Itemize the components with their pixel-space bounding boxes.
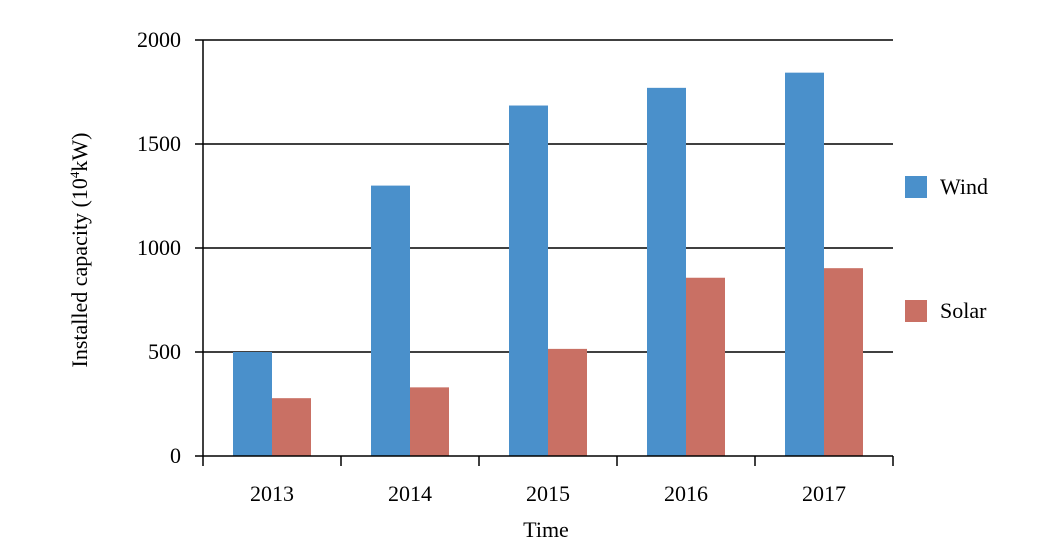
- x-axis-title: Time: [523, 517, 569, 542]
- y-tick-label: 1500: [137, 131, 181, 156]
- x-tick-label: 2016: [664, 481, 708, 506]
- y-tick-label: 2000: [137, 27, 181, 52]
- bar-wind: [647, 87, 686, 456]
- bar-solar: [824, 268, 863, 456]
- y-axis-title: Installed capacity (104kW): [67, 133, 92, 368]
- x-axis-ticks: [202, 456, 894, 466]
- x-tick-label: 2017: [802, 481, 846, 506]
- bar-solar: [410, 387, 449, 456]
- y-axis-title-superscript: 4: [67, 171, 82, 178]
- y-axis-ticks: [195, 39, 203, 457]
- bars: [233, 72, 863, 457]
- legend-swatch-solar: [905, 300, 927, 322]
- y-axis-title-main: Installed capacity (10: [67, 178, 92, 367]
- bar-wind: [509, 105, 548, 457]
- bar-wind: [785, 72, 824, 456]
- x-tick-label: 2013: [250, 481, 294, 506]
- legend-label-wind: Wind: [940, 174, 988, 199]
- y-tick-label: 1000: [137, 235, 181, 260]
- x-tick-labels: 2013 2014 2015 2016 2017: [250, 481, 846, 506]
- x-tick-label: 2015: [526, 481, 570, 506]
- y-tick-label: 500: [148, 339, 181, 364]
- legend-label-solar: Solar: [940, 298, 987, 323]
- y-tick-label: 0: [170, 443, 181, 468]
- bar-wind: [233, 352, 272, 456]
- bar-solar: [548, 348, 587, 456]
- y-tick-labels: 0 500 1000 1500 2000: [137, 27, 181, 468]
- bar-solar: [686, 277, 725, 456]
- y-axis-title-unit: kW): [67, 133, 92, 172]
- bar-wind: [371, 185, 410, 456]
- legend: Wind Solar: [905, 174, 988, 323]
- bar-solar: [272, 398, 311, 456]
- legend-swatch-wind: [905, 176, 927, 198]
- x-tick-label: 2014: [388, 481, 432, 506]
